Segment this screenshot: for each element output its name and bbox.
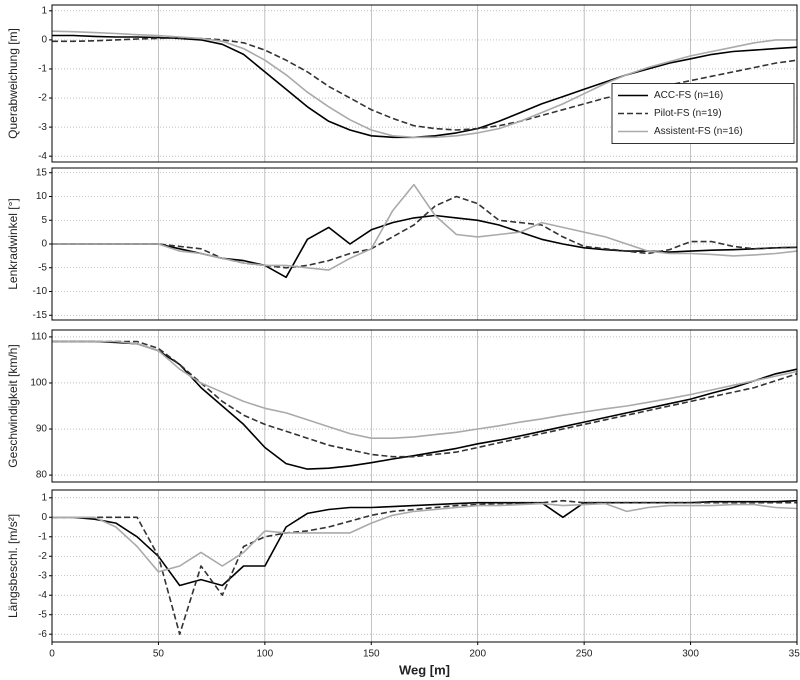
y-axis-label: Lenkradwinkel [°] (6, 198, 20, 290)
y-tick-label: -1 (38, 531, 47, 542)
y-tick-label: -1 (38, 64, 47, 75)
y-axis-label: Geschwindigkeit [km/h] (6, 344, 20, 467)
y-tick-label: 0 (41, 239, 47, 250)
y-tick-label: -3 (38, 570, 47, 581)
y-tick-label: 5 (41, 215, 47, 226)
line-series (51, 30, 797, 139)
y-tick-label: 110 (31, 332, 47, 343)
y-axis-label: Querabweichung [m] (6, 28, 20, 139)
y-axis-label: Längsbeschl. [m/s²] (6, 514, 20, 618)
y-tick-label: 1 (41, 492, 47, 503)
line-series (52, 499, 797, 635)
plot-frame (51, 4, 798, 163)
line-series (52, 37, 798, 131)
x-tick-label: 250 (576, 649, 593, 660)
legend-label: Assistent-FS (n=16) (654, 126, 743, 137)
x-tick-label: 50 (153, 649, 165, 660)
x-axis-label: Weg [m] (399, 662, 450, 677)
y-tick-label: -3 (38, 122, 47, 133)
x-tick-label: 150 (363, 649, 380, 660)
y-tick-label: 80 (36, 470, 48, 481)
y-tick-label: -4 (38, 590, 47, 601)
y-tick-label: 15 (36, 167, 48, 178)
y-tick-label: -15 (33, 310, 48, 321)
x-tick-label: 300 (682, 649, 699, 660)
plot-area (52, 490, 797, 642)
y-tick-label: -6 (38, 629, 47, 640)
line-series (52, 195, 798, 269)
plot-area (52, 330, 797, 482)
y-tick-label: -4 (38, 151, 47, 162)
y-tick-label: 90 (36, 424, 48, 435)
legend-label: ACC-FS (n=16) (654, 90, 723, 101)
y-tick-label: -5 (38, 609, 47, 620)
line-series (52, 183, 798, 271)
x-tick-label: 100 (257, 649, 274, 660)
y-tick-label: 100 (30, 378, 47, 389)
legend-label: Pilot-FS (n=19) (654, 108, 722, 119)
x-tick-label: 0 (49, 649, 55, 660)
x-tick-label: 350 (789, 649, 800, 660)
y-tick-label: -2 (38, 93, 47, 104)
line-series (52, 340, 798, 439)
y-tick-label: -5 (38, 262, 47, 273)
y-tick-label: 10 (36, 191, 48, 202)
legend (611, 83, 795, 144)
y-tick-label: 0 (41, 512, 47, 523)
line-series (52, 502, 798, 573)
y-tick-label: 1 (41, 5, 47, 16)
plot-frame (51, 329, 798, 483)
y-tick-label: -2 (38, 551, 47, 562)
line-series (52, 214, 798, 279)
y-tick-label: -10 (33, 286, 48, 297)
plot-frame (51, 489, 798, 643)
line-series (52, 340, 798, 458)
x-tick-label: 200 (469, 649, 486, 660)
plot-frame (51, 167, 798, 321)
y-tick-label: 0 (41, 35, 47, 46)
